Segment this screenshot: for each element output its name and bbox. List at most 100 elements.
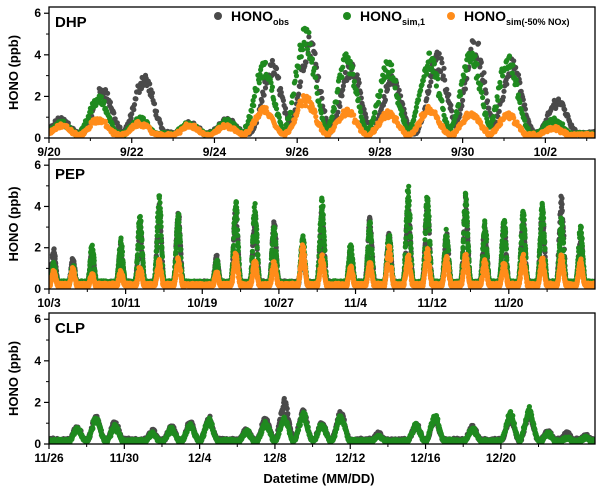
data-point xyxy=(424,71,430,77)
data-point xyxy=(158,121,164,127)
data-point xyxy=(249,108,255,114)
data-point xyxy=(151,101,158,107)
data-point xyxy=(302,41,309,48)
data-point xyxy=(297,83,303,90)
data-point xyxy=(479,89,485,95)
data-point xyxy=(483,111,489,117)
data-point xyxy=(87,124,93,130)
y-tick-label: 0 xyxy=(34,131,41,145)
data-point xyxy=(501,88,507,94)
data-point xyxy=(500,73,506,79)
data-point xyxy=(273,101,279,108)
data-point xyxy=(472,53,478,59)
data-point xyxy=(349,65,355,71)
data-point xyxy=(311,65,317,71)
data-point xyxy=(351,79,357,85)
data-point xyxy=(313,84,320,90)
data-point xyxy=(497,79,503,86)
data-point xyxy=(395,95,402,101)
data-point xyxy=(355,96,362,102)
data-point xyxy=(475,73,481,79)
data-point xyxy=(291,91,297,97)
x-tick-label: 9/20 xyxy=(37,145,61,159)
data-point xyxy=(482,79,488,85)
data-point xyxy=(335,86,341,92)
data-point xyxy=(426,83,433,89)
data-point xyxy=(460,78,466,84)
plot-area xyxy=(49,25,595,138)
plot-frame xyxy=(48,6,596,139)
data-point xyxy=(514,81,520,87)
data-point xyxy=(436,51,442,57)
data-point xyxy=(468,46,474,52)
data-point xyxy=(86,115,92,121)
data-point xyxy=(317,102,323,109)
data-point xyxy=(377,93,383,99)
x-tick-label: 9/26 xyxy=(286,145,310,159)
data-point xyxy=(251,103,257,109)
data-point xyxy=(371,114,377,121)
data-point xyxy=(441,65,447,71)
data-point xyxy=(560,121,566,127)
data-point xyxy=(392,85,398,91)
data-point xyxy=(331,106,337,112)
data-point xyxy=(562,107,568,113)
data-point xyxy=(318,89,324,95)
data-point xyxy=(312,109,318,115)
data-point xyxy=(354,72,360,78)
data-point xyxy=(426,88,432,94)
data-point xyxy=(522,102,528,108)
data-point xyxy=(358,109,364,115)
data-point xyxy=(306,95,312,101)
data-point xyxy=(256,80,262,86)
data-point xyxy=(463,67,469,73)
data-point xyxy=(278,85,284,92)
data-point xyxy=(495,97,501,103)
x-tick-label: 9/28 xyxy=(368,145,392,159)
data-point xyxy=(449,108,455,114)
data-point xyxy=(271,97,277,103)
data-point xyxy=(517,99,523,106)
data-point xyxy=(522,106,529,112)
y-axis-title: HONO (ppb) xyxy=(6,35,21,110)
data-point xyxy=(378,88,384,94)
series-sim50 xyxy=(49,93,595,138)
data-point xyxy=(515,92,522,98)
data-point xyxy=(382,97,388,103)
data-point xyxy=(309,56,315,62)
data-point xyxy=(314,90,320,96)
data-point xyxy=(475,40,482,46)
data-point xyxy=(372,109,378,115)
data-point xyxy=(102,118,109,124)
data-point xyxy=(478,82,484,88)
data-point xyxy=(300,47,306,53)
data-point xyxy=(280,97,286,104)
data-point xyxy=(342,69,348,76)
data-point xyxy=(515,72,522,78)
data-point xyxy=(111,110,117,116)
data-point xyxy=(438,69,444,75)
data-point xyxy=(418,87,424,93)
data-point xyxy=(259,98,265,104)
data-point xyxy=(500,94,506,100)
data-point xyxy=(491,114,497,120)
data-point xyxy=(481,104,487,110)
y-tick-label: 4 xyxy=(34,48,41,62)
data-point xyxy=(273,65,280,72)
data-point xyxy=(474,61,480,67)
data-point xyxy=(51,246,57,252)
data-point xyxy=(335,109,341,115)
data-point xyxy=(440,73,446,79)
data-point xyxy=(318,110,324,116)
data-point xyxy=(276,114,282,120)
data-point xyxy=(268,80,274,86)
data-point xyxy=(254,87,260,93)
data-point xyxy=(510,62,516,68)
data-point xyxy=(298,54,304,60)
data-point xyxy=(493,104,499,110)
data-point xyxy=(302,103,309,109)
data-point xyxy=(384,86,391,93)
data-point xyxy=(446,91,452,98)
data-point xyxy=(439,60,445,66)
